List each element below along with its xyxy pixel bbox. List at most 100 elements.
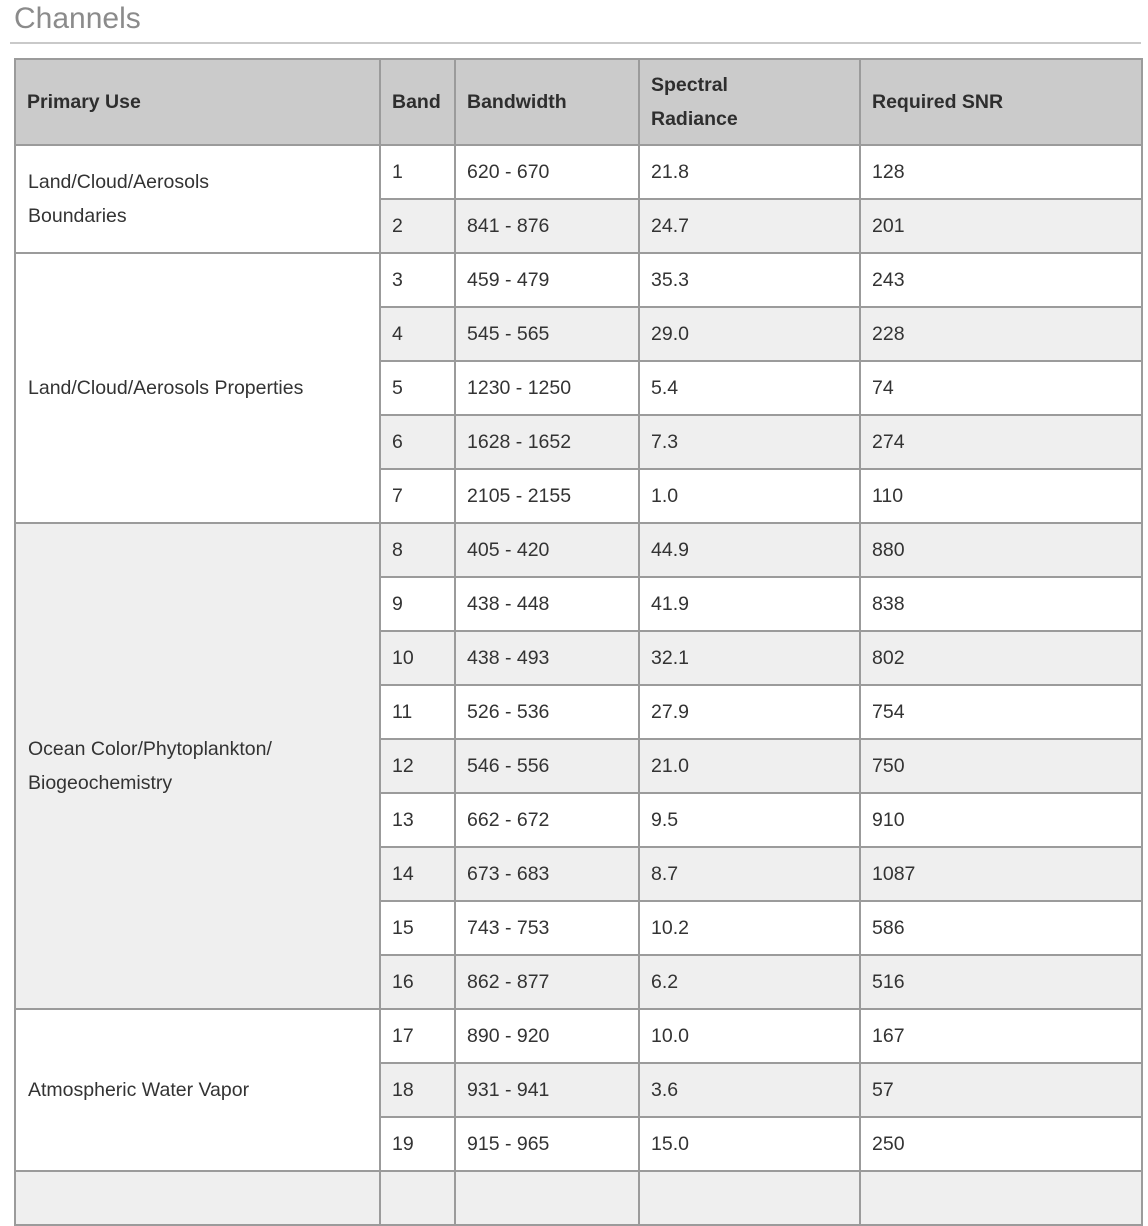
table-row: 9 438 - 448 41.9 838 — [15, 576, 1143, 632]
required-snr-cell: 1087 — [859, 846, 1143, 902]
table-row: 7 2105 - 2155 1.0 110 — [15, 468, 1143, 524]
required-snr-cell: 274 — [859, 414, 1143, 470]
bandwidth-cell: 915 - 965 — [454, 1116, 640, 1172]
header-row: Primary Use Band Bandwidth Spectral Radi… — [14, 58, 1143, 146]
required-snr-cell: 201 — [859, 198, 1143, 254]
bandwidth-cell: 743 - 753 — [454, 900, 640, 956]
band-cell: 19 — [379, 1116, 456, 1172]
spectral-radiance-cell: 9.5 — [638, 792, 861, 848]
table-row: 4 545 - 565 29.0 228 — [15, 306, 1143, 362]
spectral-radiance-cell: 29.0 — [638, 306, 861, 362]
table-header: Primary Use Band Bandwidth Spectral Radi… — [14, 58, 1143, 146]
required-snr-cell: 167 — [859, 1008, 1143, 1064]
table-row: 16 862 - 877 6.2 516 — [15, 954, 1143, 1010]
table-row: 2 841 - 876 24.7 201 — [15, 198, 1143, 254]
table-row: 5 1230 - 1250 5.4 74 — [15, 360, 1143, 416]
band-cell: 7 — [379, 468, 456, 524]
table-row: 19 915 - 965 15.0 250 — [15, 1116, 1143, 1172]
table-row: 14 673 - 683 8.7 1087 — [15, 846, 1143, 902]
spectral-radiance-cell: 44.9 — [638, 522, 861, 578]
table-row: 11 526 - 536 27.9 754 — [15, 684, 1143, 740]
column-header-primary-use: Primary Use — [14, 58, 381, 146]
bandwidth-cell: 546 - 556 — [454, 738, 640, 794]
spectral-radiance-cell: 8.7 — [638, 846, 861, 902]
spectral-radiance-cell: 35.3 — [638, 252, 861, 308]
required-snr-cell: 586 — [859, 900, 1143, 956]
required-snr-cell: 74 — [859, 360, 1143, 416]
bandwidth-cell — [454, 1170, 640, 1226]
spectral-radiance-cell: 15.0 — [638, 1116, 861, 1172]
band-cell: 6 — [379, 414, 456, 470]
required-snr-cell: 243 — [859, 252, 1143, 308]
band-cell: 13 — [379, 792, 456, 848]
bandwidth-cell: 841 - 876 — [454, 198, 640, 254]
required-snr-cell: 754 — [859, 684, 1143, 740]
band-cell: 12 — [379, 738, 456, 794]
table-row: 15 743 - 753 10.2 586 — [15, 900, 1143, 956]
spectral-radiance-cell: 10.0 — [638, 1008, 861, 1064]
spectral-radiance-cell: 3.6 — [638, 1062, 861, 1118]
column-header-required-snr: Required SNR — [859, 58, 1143, 146]
table-row-partial — [14, 1170, 1143, 1226]
band-cell: 2 — [379, 198, 456, 254]
primary-use-cell — [14, 1170, 381, 1226]
bandwidth-cell: 459 - 479 — [454, 252, 640, 308]
required-snr-cell: 880 — [859, 522, 1143, 578]
band-cell: 14 — [379, 846, 456, 902]
band-cell: 18 — [379, 1062, 456, 1118]
band-cell: 11 — [379, 684, 456, 740]
primary-use-cell: Land/Cloud/Aerosols Boundaries — [14, 144, 381, 254]
bandwidth-cell: 438 - 493 — [454, 630, 640, 686]
spectral-radiance-cell: 6.2 — [638, 954, 861, 1010]
channels-table: Primary Use Band Bandwidth Spectral Radi… — [14, 58, 1143, 1226]
spectral-radiance-cell: 21.8 — [638, 144, 861, 200]
band-cell: 3 — [379, 252, 456, 308]
required-snr-cell: 57 — [859, 1062, 1143, 1118]
table-row: 18 931 - 941 3.6 57 — [15, 1062, 1143, 1118]
table-row: 13 662 - 672 9.5 910 — [15, 792, 1143, 848]
required-snr-cell: 110 — [859, 468, 1143, 524]
table-row: Ocean Color/Phytoplankton/ Biogeochemist… — [14, 522, 1143, 1010]
bandwidth-cell: 1628 - 1652 — [454, 414, 640, 470]
required-snr-cell: 750 — [859, 738, 1143, 794]
bandwidth-cell: 673 - 683 — [454, 846, 640, 902]
spectral-radiance-cell: 41.9 — [638, 576, 861, 632]
spectral-radiance-cell: 21.0 — [638, 738, 861, 794]
spectral-radiance-cell: 10.2 — [638, 900, 861, 956]
spectral-radiance-cell: 24.7 — [638, 198, 861, 254]
band-cell: 5 — [379, 360, 456, 416]
bandwidth-cell: 545 - 565 — [454, 306, 640, 362]
bandwidth-cell: 662 - 672 — [454, 792, 640, 848]
required-snr-cell: 228 — [859, 306, 1143, 362]
band-cell — [379, 1170, 456, 1226]
band-cell: 17 — [379, 1008, 456, 1064]
table-row: 6 1628 - 1652 7.3 274 — [15, 414, 1143, 470]
page-title: Channels — [10, 0, 1141, 44]
bandwidth-cell: 620 - 670 — [454, 144, 640, 200]
bandwidth-cell: 2105 - 2155 — [454, 468, 640, 524]
required-snr-cell: 516 — [859, 954, 1143, 1010]
primary-use-cell: Atmospheric Water Vapor — [14, 1008, 381, 1172]
band-cell: 8 — [379, 522, 456, 578]
required-snr-cell: 802 — [859, 630, 1143, 686]
table-row: Atmospheric Water Vapor 17 890 - 920 10.… — [14, 1008, 1143, 1172]
primary-use-cell: Land/Cloud/Aerosols Properties — [14, 252, 381, 524]
column-header-bandwidth: Bandwidth — [454, 58, 640, 146]
spectral-radiance-cell: 32.1 — [638, 630, 861, 686]
spectral-radiance-cell — [638, 1170, 861, 1226]
required-snr-cell: 838 — [859, 576, 1143, 632]
bandwidth-cell: 1230 - 1250 — [454, 360, 640, 416]
spectral-radiance-cell: 7.3 — [638, 414, 861, 470]
table-row: Land/Cloud/Aerosols Properties 3 459 - 4… — [14, 252, 1143, 524]
primary-use-cell: Ocean Color/Phytoplankton/ Biogeochemist… — [14, 522, 381, 1010]
required-snr-cell: 128 — [859, 144, 1143, 200]
bandwidth-cell: 526 - 536 — [454, 684, 640, 740]
spectral-radiance-cell: 5.4 — [638, 360, 861, 416]
band-cell: 15 — [379, 900, 456, 956]
bandwidth-cell: 405 - 420 — [454, 522, 640, 578]
column-header-spectral-radiance: Spectral Radiance — [638, 58, 861, 146]
bandwidth-cell: 438 - 448 — [454, 576, 640, 632]
required-snr-cell — [859, 1170, 1143, 1226]
bandwidth-cell: 890 - 920 — [454, 1008, 640, 1064]
spectral-radiance-cell: 27.9 — [638, 684, 861, 740]
